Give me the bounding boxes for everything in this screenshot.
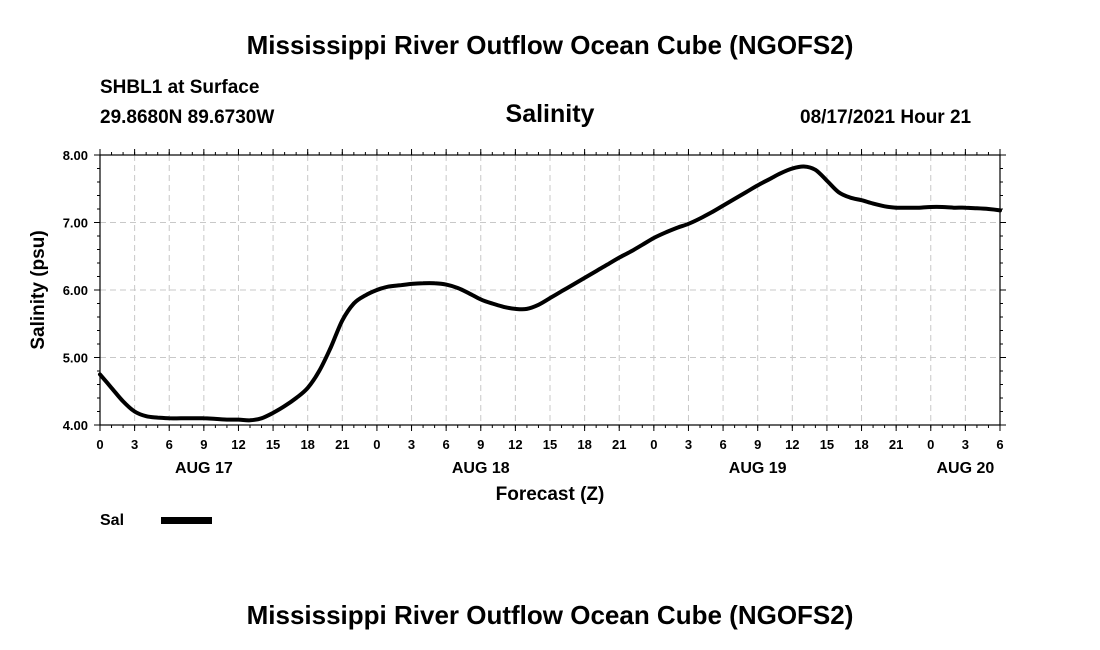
date-label: AUG 18: [452, 460, 510, 477]
x-tick-label: 9: [200, 437, 207, 452]
y-tick-label: 5.00: [63, 351, 88, 366]
x-tick-label: 0: [927, 437, 934, 452]
x-tick-label: 15: [543, 437, 557, 452]
x-tick-label: 15: [820, 437, 834, 452]
x-tick-label: 3: [408, 437, 415, 452]
x-axis-label: Forecast (Z): [496, 484, 605, 505]
x-tick-label: 21: [889, 437, 903, 452]
y-tick-label: 7.00: [63, 216, 88, 231]
date-label: AUG 19: [729, 460, 787, 477]
axis-labels: 4.00 5.00 6.00 7.00 8.00 0 3 6 9 12 15 18 21 0 3 6 9 12 15…: [63, 148, 1004, 477]
legend-swatch: [161, 517, 212, 524]
x-tick-label: 21: [335, 437, 349, 452]
x-tick-label: 21: [612, 437, 626, 452]
x-tick-label: 3: [962, 437, 969, 452]
x-tick-label: 3: [131, 437, 138, 452]
x-tick-label: 9: [754, 437, 761, 452]
axis-ticks: [94, 149, 1006, 431]
y-tick-label: 4.00: [63, 418, 88, 433]
x-tick-label: 9: [477, 437, 484, 452]
station-label: SHBL1 at Surface: [100, 77, 260, 98]
x-tick-label: 6: [719, 437, 726, 452]
x-tick-label: 6: [443, 437, 450, 452]
x-tick-label: 12: [508, 437, 522, 452]
date-label: AUG 20: [936, 460, 994, 477]
y-tick-label: 6.00: [63, 283, 88, 298]
x-tick-label: 0: [650, 437, 657, 452]
x-tick-label: 18: [577, 437, 591, 452]
x-tick-label: 18: [300, 437, 314, 452]
x-tick-label: 0: [96, 437, 103, 452]
x-tick-label: 15: [266, 437, 280, 452]
forecast-datetime: 08/17/2021 Hour 21: [800, 107, 972, 128]
x-tick-label: 12: [785, 437, 799, 452]
coordinates-label: 29.8680N 89.6730W: [100, 107, 275, 128]
y-axis-label: Salinity (psu): [28, 230, 49, 349]
salinity-series-line: [98, 164, 1002, 423]
chart-title-top: Mississippi River Outflow Ocean Cube (NG…: [246, 30, 854, 60]
x-tick-label: 6: [166, 437, 173, 452]
y-tick-label: 8.00: [63, 148, 88, 163]
chart-title-bottom: Mississippi River Outflow Ocean Cube (NG…: [246, 600, 854, 630]
variable-title: Salinity: [505, 100, 595, 128]
x-tick-label: 18: [854, 437, 868, 452]
x-tick-label: 6: [996, 437, 1003, 452]
x-tick-label: 12: [231, 437, 245, 452]
x-tick-label: 3: [685, 437, 692, 452]
legend-label: Sal: [100, 512, 124, 529]
x-tick-label: 0: [373, 437, 380, 452]
date-label: AUG 17: [175, 460, 233, 477]
grid: [100, 155, 1000, 425]
